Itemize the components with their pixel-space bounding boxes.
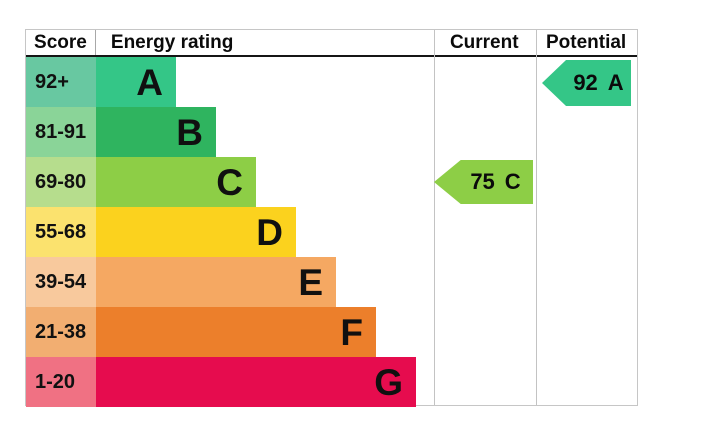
band-bar-g: G [96, 357, 416, 407]
current-rating-band: C [504, 169, 521, 194]
current-rating-value: 75 [470, 169, 495, 194]
column-header-current: Current [449, 31, 519, 53]
column-header-energy-rating: Energy rating [110, 31, 234, 53]
band-row-g: 1-20 G [26, 357, 637, 407]
band-row-d: 55-68 D [26, 207, 637, 257]
band-letter: D [256, 211, 283, 253]
band-letter: F [340, 311, 363, 353]
epc-table: Score Energy rating Current Potential 92… [25, 29, 638, 407]
current-column-divider [434, 30, 435, 405]
band-row-c: 69-80 C [26, 157, 637, 207]
band-row-f: 21-38 F [26, 307, 637, 357]
band-letter: C [216, 161, 243, 203]
band-bar-b: B [96, 107, 216, 157]
band-score-range: 81-91 [26, 107, 96, 157]
potential-rating-value: 92 [573, 70, 598, 95]
band-letter: G [374, 361, 403, 403]
band-bar-c: C [96, 157, 256, 207]
band-bar-a: A [96, 57, 176, 107]
band-score-range: 69-80 [26, 157, 96, 207]
table-header-row: Score Energy rating Current Potential [26, 30, 637, 57]
current-rating-marker: 75 C [434, 160, 533, 204]
band-rows: 92+ A 81-91 B 69-80 C 55-68 D 39-54 E 21… [26, 57, 637, 407]
band-bar-d: D [96, 207, 296, 257]
column-header-potential: Potential [545, 31, 627, 53]
potential-rating-band: A [607, 70, 624, 95]
band-score-range: 55-68 [26, 207, 96, 257]
band-score-range: 1-20 [26, 357, 96, 407]
band-row-e: 39-54 E [26, 257, 637, 307]
band-letter: A [136, 61, 163, 103]
potential-rating-marker: 92 A [542, 60, 631, 106]
band-score-range: 21-38 [26, 307, 96, 357]
band-score-range: 39-54 [26, 257, 96, 307]
band-letter: E [298, 261, 323, 303]
band-letter: B [176, 111, 203, 153]
band-bar-f: F [96, 307, 376, 357]
band-row-b: 81-91 B [26, 107, 637, 157]
band-bar-e: E [96, 257, 336, 307]
column-header-score: Score [26, 30, 96, 55]
band-score-range: 92+ [26, 57, 96, 107]
band-row-a: 92+ A [26, 57, 637, 107]
potential-column-divider [536, 30, 537, 405]
